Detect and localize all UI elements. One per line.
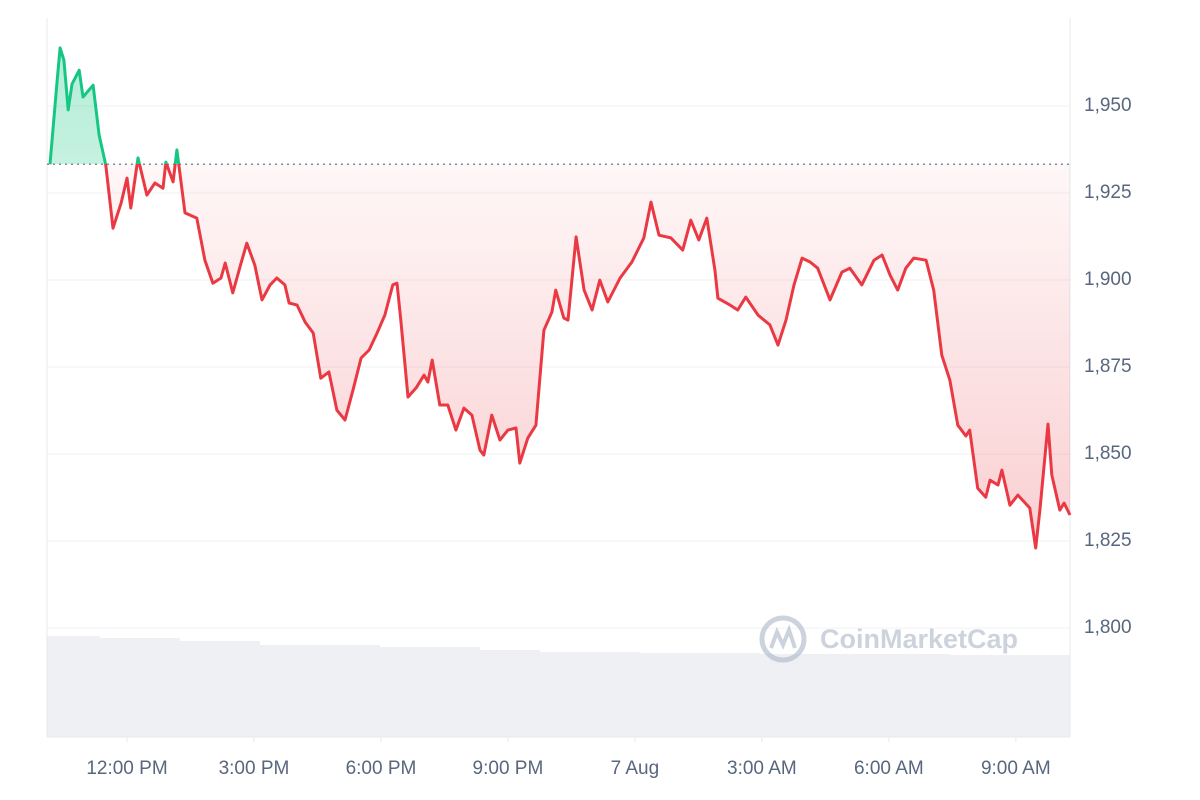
x-tick-label: 7 Aug: [611, 758, 660, 779]
watermark-text: CoinMarketCap: [820, 624, 1018, 654]
y-tick-label: 1,850: [1084, 443, 1132, 464]
volume-band: [47, 636, 1070, 737]
x-tick-label: 9:00 AM: [981, 758, 1051, 779]
x-tick-label: 12:00 PM: [86, 758, 167, 779]
y-tick-label: 1,925: [1084, 182, 1132, 203]
area-fill: [50, 47, 1070, 549]
y-tick-label: 1,900: [1084, 269, 1132, 290]
price-line: [48, 46, 1072, 550]
x-tick-label: 9:00 PM: [473, 758, 544, 779]
watermark-logo: [759, 615, 807, 663]
x-tick-label: 6:00 PM: [346, 758, 417, 779]
x-tick-label: 3:00 PM: [219, 758, 290, 779]
watermark: CoinMarketCap: [759, 615, 1018, 663]
y-tick-label: 1,875: [1084, 356, 1132, 377]
y-tick-label: 1,800: [1084, 617, 1132, 638]
x-tick-label: 3:00 AM: [727, 758, 797, 779]
x-tick-label: 6:00 AM: [854, 758, 924, 779]
watermark-logo-mark: [769, 624, 797, 651]
y-tick-label: 1,950: [1084, 95, 1132, 116]
y-tick-label: 1,825: [1084, 530, 1132, 551]
